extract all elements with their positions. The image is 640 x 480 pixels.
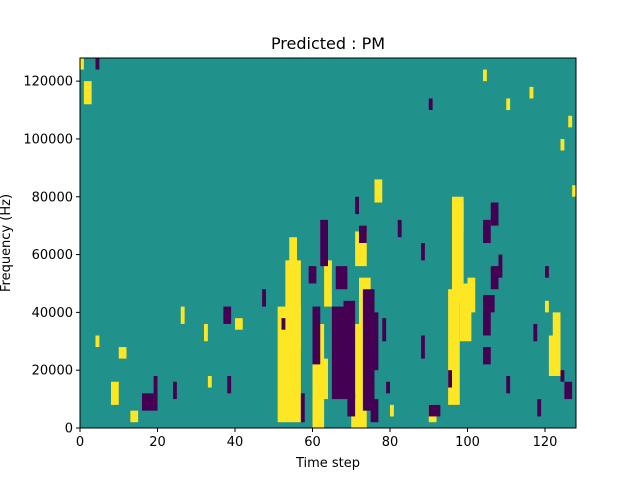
heatmap-cell-low	[382, 318, 387, 342]
y-tick-label: 20000	[32, 364, 73, 379]
y-tick-label: 120000	[23, 75, 73, 90]
heatmap-cell-low	[506, 375, 511, 394]
heatmap-cell-low	[173, 381, 177, 400]
heatmap-cell-low	[308, 266, 317, 284]
heatmap-cell-high	[285, 260, 301, 348]
heatmap-cell-low	[483, 347, 491, 365]
x-axis-label: Time step	[295, 456, 360, 471]
plot-area	[79, 57, 577, 429]
heatmap-cell-high	[390, 404, 394, 417]
heatmap-cell-low	[153, 375, 158, 411]
heatmap-cell-low	[320, 219, 328, 267]
heatmap-cell-low	[428, 98, 433, 111]
heatmap-cell-low	[331, 306, 344, 400]
heatmap-cell-low	[312, 306, 321, 365]
y-tick-label: 100000	[23, 132, 73, 147]
heatmap-cell-high	[448, 289, 460, 405]
heatmap-cell-low	[490, 202, 499, 226]
heatmap-cell-low	[359, 225, 367, 243]
x-tick-label: 80	[382, 435, 399, 450]
heatmap-cell-low	[347, 393, 356, 417]
heatmap-cells	[80, 58, 577, 428]
heatmap-cell-high	[548, 335, 561, 376]
heatmap-cell-high	[545, 300, 549, 313]
heatmap-cell-low	[448, 370, 453, 388]
x-tick-label: 20	[149, 435, 166, 450]
heatmap-cell-low	[366, 312, 379, 371]
y-axis-label: Frequency (Hz)	[0, 194, 14, 292]
x-tick-label: 100	[455, 435, 480, 450]
heatmap-cell-high	[80, 58, 84, 70]
chart-title: Predicted : PM	[271, 34, 385, 53]
x-tick-label: 0	[76, 435, 84, 450]
heatmap-cell-high	[560, 138, 565, 151]
heatmap-cell-high	[467, 277, 476, 313]
heatmap-cell-high	[568, 115, 573, 128]
heatmap-cell-low	[223, 306, 232, 324]
heatmap-cell-low	[300, 393, 305, 423]
heatmap-cell-high	[459, 283, 472, 342]
heatmap-cell-high	[452, 196, 464, 301]
heatmap-cell-low	[564, 381, 573, 400]
heatmap-cell-low	[95, 58, 100, 70]
heatmap-cell-high	[506, 98, 511, 111]
heatmap-cell-high	[95, 335, 100, 348]
heatmap-cell-high	[289, 237, 297, 272]
heatmap-cell-high	[572, 185, 577, 197]
heatmap-cell-high	[324, 260, 332, 307]
y-tick-label: 0	[65, 422, 73, 437]
heatmap-cell-high	[118, 347, 127, 359]
heatmap-cell-high	[180, 306, 185, 324]
heatmap-cell-low	[142, 393, 154, 411]
heatmap-cell-low	[421, 335, 425, 359]
heatmap-cell-low	[537, 399, 542, 417]
heatmap-cell-high	[111, 381, 119, 405]
x-tick-label: 120	[533, 435, 558, 450]
y-axis: 0 20000 40000 60000 80000 100000 120000	[23, 75, 80, 437]
heatmap-cell-low	[370, 399, 379, 423]
heatmap-cell-low	[281, 318, 286, 330]
heatmap-cell-high	[207, 375, 212, 388]
heatmap-cell-low	[533, 323, 538, 342]
heatmap-cell-high	[552, 312, 561, 342]
heatmap-cell-low	[490, 266, 499, 290]
y-tick-label: 60000	[32, 248, 73, 263]
heatmap-cell-high	[312, 323, 325, 428]
heatmap-cell-low	[227, 375, 232, 394]
y-tick-label: 80000	[32, 190, 73, 205]
heatmap-cell-high	[529, 86, 534, 99]
heatmap-cell-low	[545, 266, 549, 278]
x-tick-label: 40	[227, 435, 244, 450]
heatmap-cell-low	[483, 219, 491, 244]
x-tick-label: 60	[304, 435, 321, 450]
heatmap-cell-high	[83, 81, 92, 105]
heatmap-cell-low	[428, 404, 441, 417]
heatmap-cell-high	[235, 318, 243, 330]
heatmap-cell-low	[262, 289, 267, 307]
heatmap-cell-low	[343, 300, 356, 400]
heatmap-cell-low	[486, 295, 495, 313]
heatmap-cell-low	[397, 219, 402, 238]
heatmap-cell-low	[386, 381, 391, 394]
heatmap-cell-high	[374, 179, 383, 203]
heatmap-cell-low	[421, 243, 425, 261]
heatmap-cell-low	[498, 254, 503, 278]
heatmap-cell-low	[355, 196, 360, 215]
x-axis: 0 20 40 60 80 100 120	[76, 428, 558, 450]
heatmap-cell-high	[130, 410, 139, 423]
heatmap-cell-high	[483, 69, 487, 82]
heatmap-cell-low	[560, 370, 565, 382]
heatmap-cell-high	[455, 202, 464, 232]
heatmap-cell-high	[320, 358, 328, 400]
heatmap-cell-high	[204, 323, 208, 342]
heatmap-cell-low	[483, 295, 491, 336]
heatmap-cell-high	[355, 231, 367, 267]
plot-frame	[79, 57, 577, 429]
heatmap-cell-low	[335, 266, 348, 290]
y-tick-label: 40000	[32, 306, 73, 321]
